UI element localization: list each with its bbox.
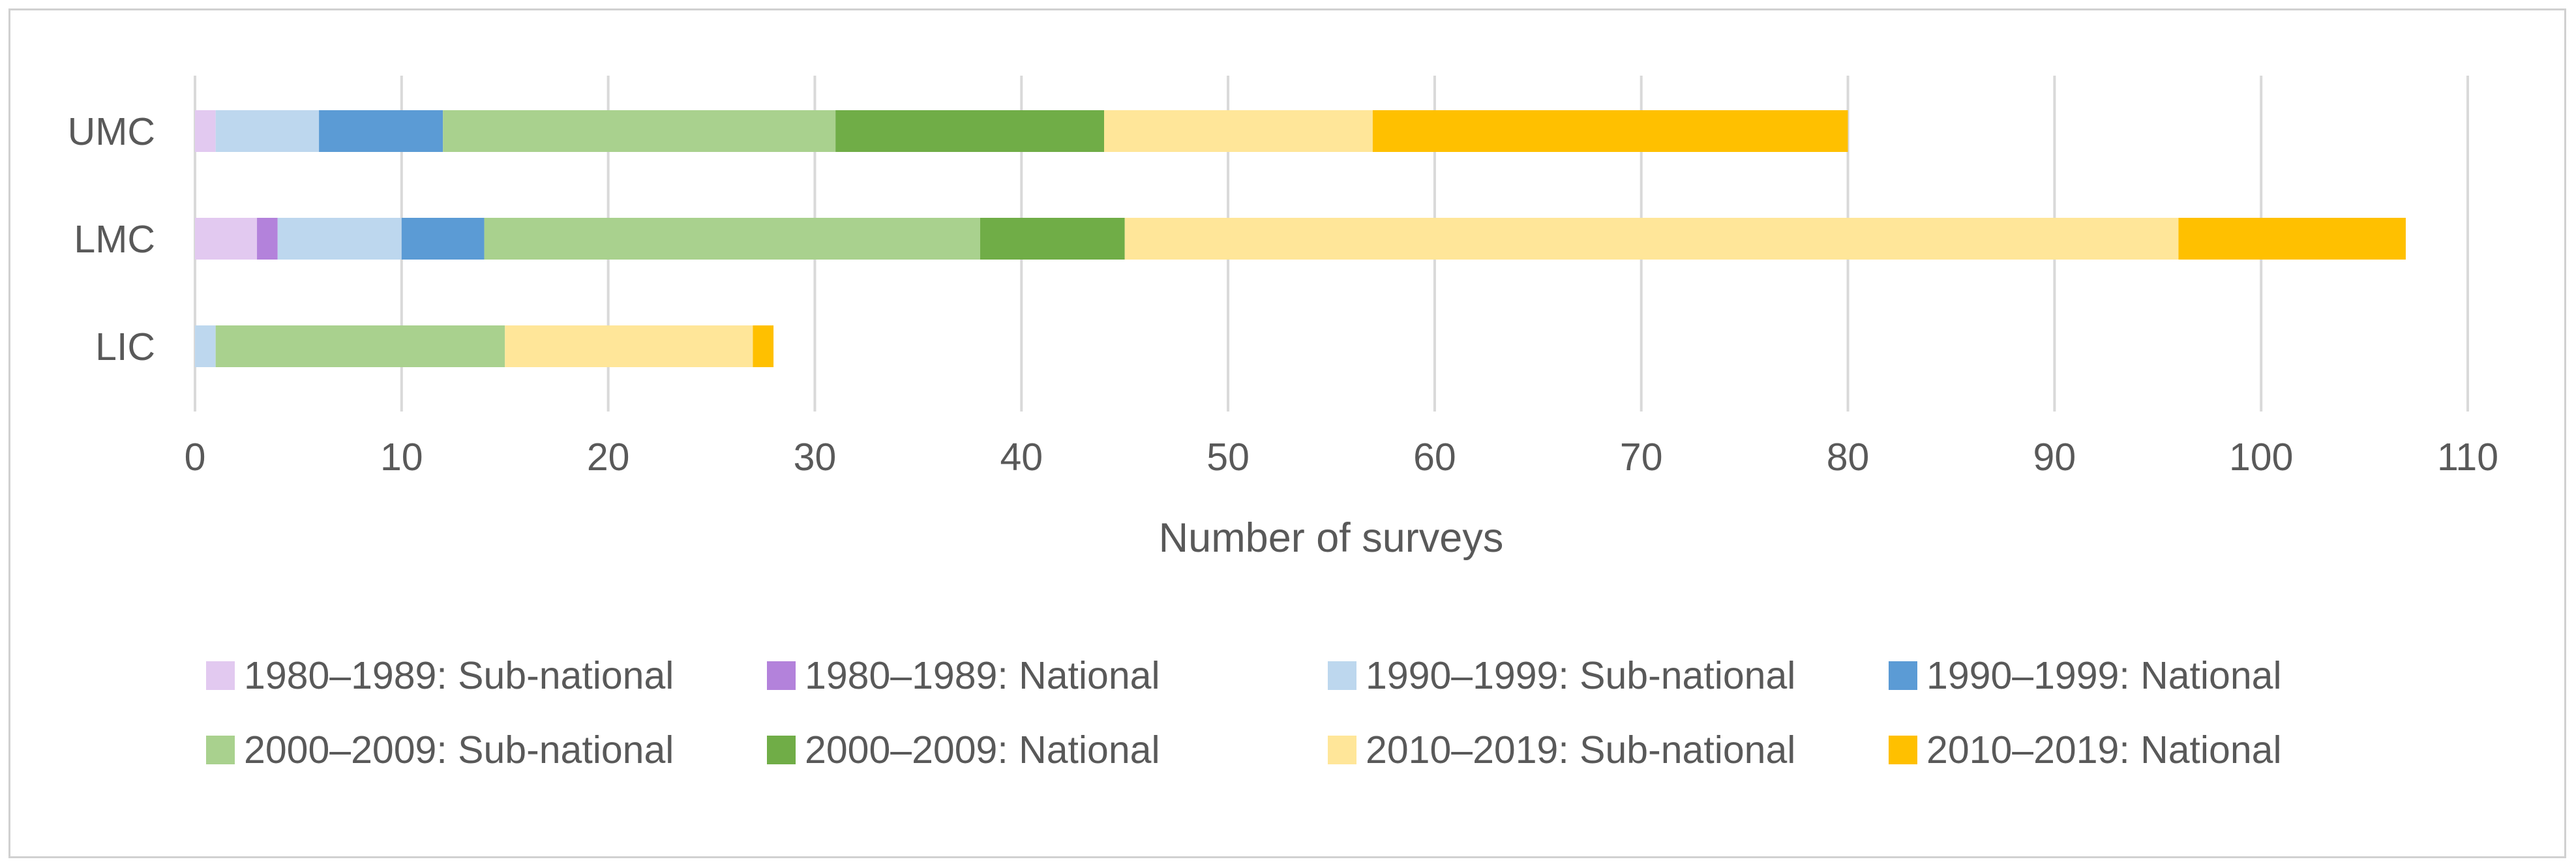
- bar-segment: [1124, 218, 2179, 260]
- legend-swatch: [1328, 736, 1356, 764]
- legend: 1980–1989: Sub-national 1980–1989: Nation…: [206, 653, 2423, 773]
- legend-swatch: [206, 736, 235, 764]
- bar-segment: [277, 218, 402, 260]
- x-axis-label: Number of surveys: [1159, 515, 1504, 561]
- legend-item: 1980–1989: National: [767, 653, 1328, 698]
- bar-segment: [1104, 110, 1373, 152]
- x-tick-label: 70: [1620, 436, 1663, 479]
- legend-swatch: [1889, 736, 1917, 764]
- legend-label: 1990–1999: Sub-national: [1366, 654, 1796, 697]
- legend-label: 2000–2009: Sub-national: [244, 728, 674, 771]
- legend-label: 1980–1989: Sub-national: [244, 654, 674, 697]
- bar-segment: [1372, 110, 1848, 152]
- legend-item: 1980–1989: Sub-national: [206, 653, 767, 698]
- bar-segment: [835, 110, 1104, 152]
- x-tick-label: 90: [2033, 436, 2076, 479]
- x-tick-label: 60: [1413, 436, 1456, 479]
- bar-segment: [484, 218, 980, 260]
- legend-label: 1980–1989: National: [805, 654, 1160, 697]
- bar-segment: [443, 110, 836, 152]
- legend-swatch: [767, 661, 796, 690]
- legend-item: 2000–2009: Sub-national: [206, 727, 767, 773]
- legend-item: 2010–2019: Sub-national: [1328, 727, 1889, 773]
- bar-segment: [319, 110, 443, 152]
- legend-label: 1990–1999: National: [1926, 654, 2282, 697]
- legend-swatch: [1328, 661, 1356, 690]
- legend-item: 2010–2019: National: [1889, 727, 2423, 773]
- bars: [195, 110, 2406, 367]
- bar-segment: [215, 325, 505, 367]
- legend-item: 1990–1999: Sub-national: [1328, 653, 1889, 698]
- bar-segment: [753, 325, 774, 367]
- x-tick-label: 80: [1827, 436, 1870, 479]
- bar-segment: [401, 218, 485, 260]
- legend-swatch: [1889, 661, 1917, 690]
- bar-segment: [980, 218, 1125, 260]
- bar-segment: [195, 110, 216, 152]
- legend-item: 1990–1999: National: [1889, 653, 2423, 698]
- x-tick-label: 10: [380, 436, 423, 479]
- bar-segment: [195, 325, 216, 367]
- x-tick-label: 20: [587, 436, 630, 479]
- legend-label: 2010–2019: Sub-national: [1366, 728, 1796, 771]
- chart-frame: 0 10 20 30 40 50 60 70 80 90 100 110 UMC LMC LIC Numb…: [8, 8, 2566, 858]
- x-tick-label: 0: [185, 436, 206, 479]
- y-category-label: LMC: [74, 218, 155, 261]
- legend-item: 2000–2009: National: [767, 727, 1328, 773]
- x-tick-labels: 0 10 20 30 40 50 60 70 80 90 100 110: [185, 436, 2498, 479]
- bar-segment: [215, 110, 320, 152]
- bar-segment: [195, 218, 258, 260]
- y-category-labels: UMC LMC LIC: [68, 110, 155, 368]
- bar-segment: [2178, 218, 2406, 260]
- stacked-bar-chart: 0 10 20 30 40 50 60 70 80 90 100 110 UMC LMC LIC Numb…: [68, 76, 2498, 561]
- bar-segment: [257, 218, 278, 260]
- legend-swatch: [767, 736, 796, 764]
- y-category-label: LIC: [95, 325, 155, 368]
- bar-segment: [505, 325, 753, 367]
- legend-label: 2000–2009: National: [805, 728, 1160, 771]
- x-tick-label: 30: [794, 436, 837, 479]
- y-category-label: UMC: [68, 110, 155, 153]
- x-tick-label: 110: [2437, 436, 2498, 479]
- legend-label: 2010–2019: National: [1926, 728, 2282, 771]
- x-tick-label: 100: [2229, 436, 2293, 479]
- legend-swatch: [206, 661, 235, 690]
- x-tick-label: 50: [1206, 436, 1250, 479]
- x-tick-label: 40: [1000, 436, 1043, 479]
